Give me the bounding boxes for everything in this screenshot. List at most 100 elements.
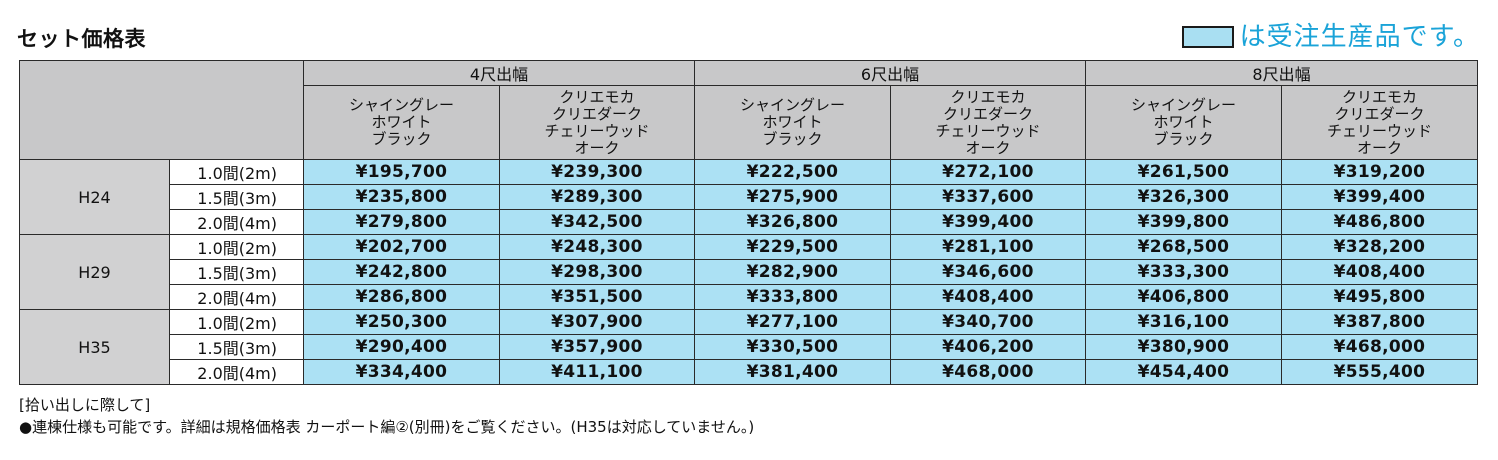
- price-cell: ¥222,500: [694, 159, 891, 185]
- price-cell: ¥351,500: [499, 284, 695, 310]
- price-cell: ¥468,000: [890, 359, 1086, 385]
- price-cell: ¥337,600: [890, 184, 1086, 210]
- notes-line: ●連棟仕様も可能です。詳細は規格価格表 カーポート編②(別冊)をご覧ください。(…: [19, 418, 755, 436]
- price-cell: ¥399,400: [1281, 184, 1478, 210]
- variant-color-name: クリエモカ: [559, 87, 635, 106]
- variant-color-name: シャイングレー: [1130, 96, 1236, 114]
- price-cell: ¥330,500: [694, 334, 891, 360]
- page-title: セット価格表: [17, 27, 146, 51]
- price-cell: ¥289,300: [499, 184, 695, 210]
- price-cell: ¥298,300: [499, 259, 695, 285]
- variant-color-name: ホワイト: [1153, 113, 1214, 131]
- legend-swatch: [1181, 26, 1234, 48]
- variant-header: シャイングレー ホワイト ブラック: [1085, 85, 1282, 160]
- span-label: 2.0間(4m): [169, 359, 304, 385]
- group-header-8shaku: 8尺出幅: [1085, 60, 1478, 86]
- price-cell: ¥326,300: [1085, 184, 1282, 210]
- variant-header: シャイングレー ホワイト ブラック: [303, 85, 500, 160]
- variant-color-name: ブラック: [371, 130, 432, 148]
- variant-color-name: ブラック: [762, 130, 823, 148]
- table-row: 1.5間(3m) ¥290,400 ¥357,900 ¥330,500 ¥406,200…: [20, 334, 1478, 360]
- variant-color-name: オーク: [574, 138, 620, 157]
- price-cell: ¥346,600: [890, 259, 1086, 285]
- table-row: H24 1.0間(2m) ¥195,700 ¥239,300 ¥222,500 ¥272,…: [19, 159, 1478, 235]
- notes-heading: [拾い出しに際して]: [19, 396, 151, 414]
- variant-header: クリエモカ クリエダーク チェリーウッド オーク: [1281, 85, 1478, 160]
- variant-color-name: ホワイト: [371, 113, 432, 131]
- price-cell: ¥242,800: [303, 259, 500, 285]
- variant-color-name: クリエモカ: [1341, 87, 1417, 106]
- variant-color-name: クリエダーク: [1334, 104, 1425, 123]
- price-cell: ¥248,300: [499, 234, 695, 260]
- span-label: 2.0間(4m): [169, 209, 304, 235]
- price-cell: ¥279,800: [303, 209, 500, 235]
- price-cell: ¥381,400: [694, 359, 891, 385]
- price-cell: ¥195,700: [303, 159, 500, 185]
- price-cell: ¥239,300: [499, 159, 695, 185]
- price-cell: ¥316,100: [1085, 309, 1282, 335]
- price-cell: ¥229,500: [694, 234, 891, 260]
- table-row: 2.0間(4m) ¥286,800 ¥351,500 ¥333,800 ¥408,400…: [20, 284, 1478, 310]
- group-header-6shaku: 6尺出幅: [694, 60, 1086, 86]
- variant-color-name: ホワイト: [762, 113, 823, 131]
- table-row: H29 1.0間(2m) ¥202,700 ¥248,300 ¥229,500 ¥281,…: [19, 234, 1478, 310]
- price-cell: ¥268,500: [1085, 234, 1282, 260]
- price-cell: ¥319,200: [1281, 159, 1478, 185]
- price-cell: ¥357,900: [499, 334, 695, 360]
- price-cell: ¥272,100: [890, 159, 1086, 185]
- table-row: 2.0間(4m) ¥279,800 ¥342,500 ¥326,800 ¥399,400…: [20, 209, 1478, 235]
- span-label: 1.0間(2m): [169, 309, 304, 335]
- span-label: 1.0間(2m): [169, 234, 304, 260]
- price-cell: ¥408,400: [890, 284, 1086, 310]
- price-cell: ¥380,900: [1085, 334, 1282, 360]
- price-cell: ¥408,400: [1281, 259, 1478, 285]
- price-cell: ¥406,800: [1085, 284, 1282, 310]
- variant-color-name: チェリーウッド: [1326, 121, 1432, 140]
- group-header-4shaku: 4尺出幅: [303, 60, 695, 86]
- variant-color-name: クリエダーク: [551, 104, 642, 123]
- price-cell: ¥286,800: [303, 284, 500, 310]
- price-cell: ¥275,900: [694, 184, 891, 210]
- height-label: H29: [19, 234, 170, 310]
- height-label: H24: [19, 159, 170, 235]
- price-cell: ¥399,800: [1085, 209, 1282, 235]
- price-cell: ¥340,700: [890, 309, 1086, 335]
- variant-color-name: シャイングレー: [739, 96, 845, 114]
- span-label: 2.0間(4m): [169, 284, 304, 310]
- legend: は受注生産品です。: [1181, 22, 1480, 52]
- price-cell: ¥387,800: [1281, 309, 1478, 335]
- variant-color-name: チェリーウッド: [935, 121, 1041, 140]
- price-cell: ¥290,400: [303, 334, 500, 360]
- price-cell: ¥411,100: [499, 359, 695, 385]
- price-cell: ¥468,000: [1281, 334, 1478, 360]
- variant-color-name: ブラック: [1153, 130, 1214, 148]
- price-cell: ¥261,500: [1085, 159, 1282, 185]
- variant-color-name: クリエダーク: [942, 104, 1033, 123]
- price-cell: ¥342,500: [499, 209, 695, 235]
- price-cell: ¥555,400: [1281, 359, 1478, 385]
- table-row: 2.0間(4m) ¥334,400 ¥411,100 ¥381,400 ¥468,000…: [20, 359, 1478, 385]
- price-cell: ¥250,300: [303, 309, 500, 335]
- price-cell: ¥307,900: [499, 309, 695, 335]
- price-cell: ¥282,900: [694, 259, 891, 285]
- height-label: H35: [19, 309, 170, 385]
- price-cell: ¥235,800: [303, 184, 500, 210]
- price-cell: ¥495,800: [1281, 284, 1478, 310]
- variant-color-name: シャイングレー: [348, 96, 454, 114]
- price-cell: ¥486,800: [1281, 209, 1478, 235]
- price-cell: ¥281,100: [890, 234, 1086, 260]
- price-cell: ¥328,200: [1281, 234, 1478, 260]
- variant-color-name: オーク: [1356, 138, 1402, 157]
- price-table: 4尺出幅 6尺出幅 8尺出幅 シャイングレー ホワイト ブラック クリエモカ クリエダー…: [19, 60, 1478, 385]
- legend-text: は受注生産品です。: [1239, 22, 1480, 52]
- price-cell: ¥334,400: [303, 359, 500, 385]
- variant-header: クリエモカ クリエダーク チェリーウッド オーク: [499, 85, 695, 160]
- price-cell: ¥333,800: [694, 284, 891, 310]
- variant-header: シャイングレー ホワイト ブラック: [694, 85, 891, 160]
- corner-cell: [19, 60, 304, 160]
- price-cell: ¥399,400: [890, 209, 1086, 235]
- span-label: 1.5間(3m): [169, 259, 304, 285]
- price-cell: ¥277,100: [694, 309, 891, 335]
- notes: [拾い出しに際して] ●連棟仕様も可能です。詳細は規格価格表 カーポート編②(別…: [19, 394, 754, 438]
- table-row: 1.5間(3m) ¥242,800 ¥298,300 ¥282,900 ¥346,600…: [20, 259, 1478, 285]
